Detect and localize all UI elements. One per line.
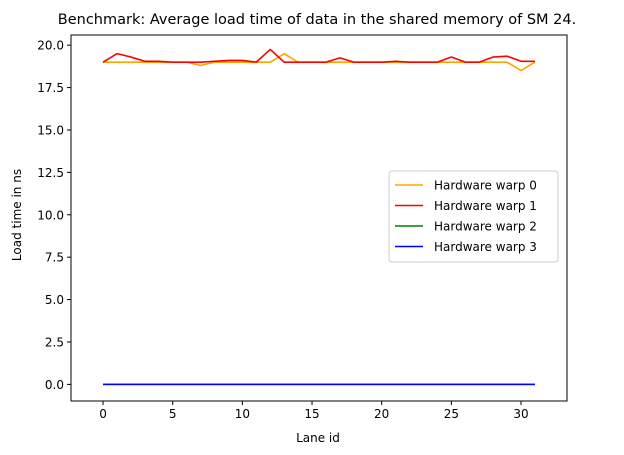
legend-label: Hardware warp 2: [434, 220, 537, 234]
legend-label: Hardware warp 0: [434, 179, 537, 193]
series-line-warp-1: [102, 48, 535, 63]
x-tick-label: 15: [304, 407, 319, 421]
y-tick-label: 10.0: [37, 208, 64, 222]
x-axis: 0 5 10 15 20 25 30: [99, 401, 529, 421]
chart-title: Benchmark: Average load time of data in …: [58, 12, 576, 28]
y-tick-label: 7.5: [45, 251, 64, 265]
x-tick-label: 0: [99, 407, 107, 421]
plot-area: [70, 34, 568, 402]
legend-label: Hardware warp 3: [434, 240, 537, 254]
y-tick-label: 5.0: [45, 293, 64, 307]
y-tick-label: 2.5: [45, 335, 64, 349]
legend: Hardware warp 0 Hardware warp 1 Hardware w…: [388, 170, 559, 263]
y-axis-label: Load time in ns: [10, 169, 24, 261]
x-axis-label: Lane id: [296, 431, 340, 445]
x-tick-label: 25: [444, 407, 459, 421]
y-tick-label: 15.0: [37, 123, 64, 137]
plot-frame: [70, 34, 568, 402]
series-layer: [102, 48, 536, 386]
y-tick-label: 17.5: [37, 81, 64, 95]
y-tick-label: 20.0: [37, 39, 64, 53]
x-tick-label: 30: [513, 407, 528, 421]
x-tick-label: 10: [235, 407, 250, 421]
x-tick-label: 5: [169, 407, 177, 421]
y-tick-label: 0.0: [45, 378, 64, 392]
y-tick-label: 12.5: [37, 166, 64, 180]
legend-box: [388, 170, 559, 263]
x-tick-label: 20: [374, 407, 389, 421]
y-axis: 0.0 2.5 5.0 7.5 10.0 12.5 15.0 17.5 20.0: [37, 39, 71, 392]
legend-label: Hardware warp 1: [434, 199, 537, 213]
